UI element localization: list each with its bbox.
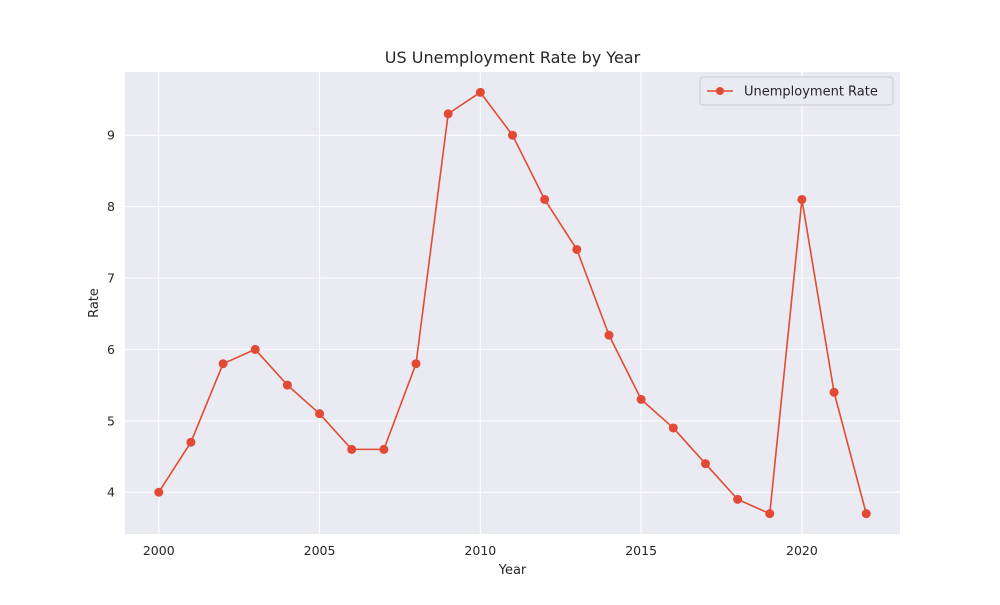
x-axis-label: Year — [498, 563, 527, 578]
legend-entry-label: Unemployment Rate — [744, 85, 878, 100]
data-point — [668, 423, 678, 433]
data-point — [186, 437, 196, 447]
y-tick-label: 6 — [107, 342, 115, 357]
data-point — [315, 409, 325, 419]
data-point — [700, 459, 710, 469]
data-point — [572, 244, 582, 254]
y-tick-label: 4 — [107, 485, 115, 500]
data-point — [765, 509, 775, 519]
data-point — [282, 380, 292, 390]
data-point — [733, 494, 743, 504]
y-tick-label: 8 — [107, 199, 115, 214]
tick-labels: 2000 2005 2010 2015 2020 4 5 6 7 8 9 — [107, 128, 818, 558]
data-point — [604, 330, 614, 340]
x-tick-label: 2000 — [143, 543, 175, 558]
data-point — [443, 109, 453, 119]
data-point — [154, 487, 164, 497]
y-tick-label: 7 — [107, 271, 115, 286]
x-tick-label: 2010 — [464, 543, 496, 558]
y-tick-label: 5 — [107, 413, 115, 428]
data-point — [347, 444, 357, 454]
series-layer — [154, 87, 871, 519]
chart-title: US Unemployment Rate by Year — [385, 48, 641, 67]
legend: Unemployment Rate — [699, 76, 894, 106]
data-point — [411, 359, 421, 369]
legend-marker-swatch — [716, 87, 724, 95]
y-axis-label: Rate — [87, 288, 102, 318]
y-tick-label: 9 — [107, 128, 115, 143]
data-point — [250, 344, 260, 354]
data-point — [379, 444, 389, 454]
data-point — [797, 194, 807, 204]
data-point — [475, 87, 485, 97]
data-point — [861, 509, 871, 519]
data-point — [508, 130, 517, 140]
x-tick-label: 2020 — [786, 543, 818, 558]
data-point — [540, 194, 550, 204]
x-tick-label: 2015 — [625, 543, 657, 558]
data-point — [829, 387, 839, 397]
data-point — [636, 394, 646, 404]
x-tick-label: 2005 — [304, 543, 336, 558]
data-point — [218, 359, 228, 369]
legend-box — [699, 76, 894, 106]
plot-area — [125, 72, 900, 534]
